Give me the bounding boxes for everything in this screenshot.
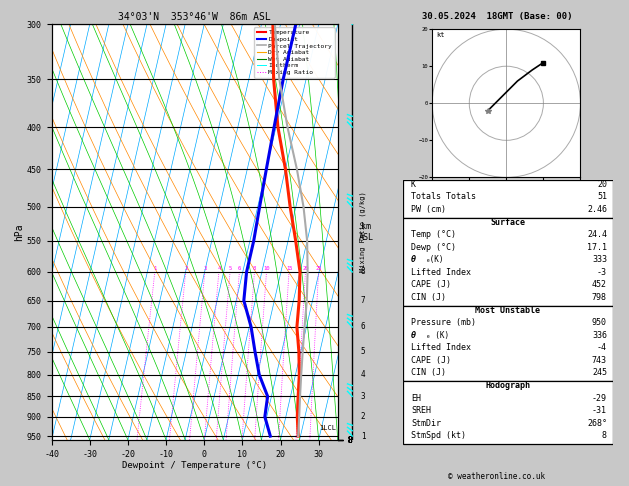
- Text: StmDir: StmDir: [411, 419, 441, 428]
- Text: 24.4: 24.4: [587, 230, 607, 239]
- Text: 1: 1: [361, 432, 365, 441]
- Text: 51: 51: [597, 192, 607, 201]
- Text: 8: 8: [361, 267, 365, 277]
- Text: ₑ (K): ₑ (K): [426, 330, 449, 340]
- Text: -3: -3: [597, 268, 607, 277]
- Text: 4: 4: [361, 370, 365, 379]
- Text: 743: 743: [592, 356, 607, 365]
- Text: PW (cm): PW (cm): [411, 205, 446, 214]
- Text: StmSpd (kt): StmSpd (kt): [411, 431, 466, 440]
- Bar: [403, 218, 613, 306]
- Text: Hodograph: Hodograph: [486, 381, 530, 390]
- Text: 20: 20: [597, 180, 607, 189]
- Text: 20: 20: [303, 266, 309, 271]
- Text: Temp (°C): Temp (°C): [411, 230, 456, 239]
- Text: 30.05.2024  18GMT (Base: 00): 30.05.2024 18GMT (Base: 00): [421, 12, 572, 21]
- Text: 245: 245: [592, 368, 607, 378]
- Text: Dewp (°C): Dewp (°C): [411, 243, 456, 252]
- Text: 3: 3: [203, 266, 206, 271]
- Text: 333: 333: [592, 255, 607, 264]
- Text: 5: 5: [361, 347, 365, 356]
- Text: 7: 7: [361, 296, 365, 305]
- Text: 3: 3: [361, 392, 365, 401]
- Text: 8: 8: [602, 431, 607, 440]
- Text: CAPE (J): CAPE (J): [411, 356, 451, 365]
- Text: 10: 10: [264, 266, 270, 271]
- Text: 8: 8: [253, 266, 256, 271]
- Bar: [403, 180, 613, 218]
- Text: θ: θ: [411, 330, 416, 340]
- X-axis label: Dewpoint / Temperature (°C): Dewpoint / Temperature (°C): [122, 461, 267, 470]
- Text: 2.46: 2.46: [587, 205, 607, 214]
- Text: 1LCL: 1LCL: [320, 425, 337, 432]
- Title: 34°03'N  353°46'W  86m ASL: 34°03'N 353°46'W 86m ASL: [118, 12, 271, 22]
- Text: K: K: [411, 180, 416, 189]
- Bar: [403, 381, 613, 444]
- Text: CIN (J): CIN (J): [411, 368, 446, 378]
- Text: 4: 4: [218, 266, 221, 271]
- Y-axis label: hPa: hPa: [14, 223, 24, 241]
- Text: 5: 5: [228, 266, 232, 271]
- Text: 15: 15: [286, 266, 292, 271]
- Text: Most Unstable: Most Unstable: [476, 306, 540, 314]
- Text: 6: 6: [361, 323, 365, 331]
- Legend: Temperature, Dewpoint, Parcel Trajectory, Dry Adiabat, Wet Adiabat, Isotherm, Mi: Temperature, Dewpoint, Parcel Trajectory…: [254, 27, 335, 78]
- Text: 25: 25: [315, 266, 322, 271]
- Text: 1: 1: [153, 266, 157, 271]
- Text: θ: θ: [411, 255, 416, 264]
- Text: 6: 6: [238, 266, 241, 271]
- Text: Lifted Index: Lifted Index: [411, 268, 471, 277]
- Text: Pressure (mb): Pressure (mb): [411, 318, 476, 327]
- Text: 798: 798: [592, 293, 607, 302]
- Text: CIN (J): CIN (J): [411, 293, 446, 302]
- Bar: [403, 306, 613, 381]
- Text: -4: -4: [597, 343, 607, 352]
- Text: Surface: Surface: [491, 218, 525, 226]
- Text: EH: EH: [411, 394, 421, 402]
- Text: -29: -29: [592, 394, 607, 402]
- Text: Lifted Index: Lifted Index: [411, 343, 471, 352]
- Text: kt: kt: [436, 32, 445, 37]
- Text: © weatheronline.co.uk: © weatheronline.co.uk: [448, 472, 545, 481]
- Text: 452: 452: [592, 280, 607, 289]
- Text: 950: 950: [592, 318, 607, 327]
- Text: Totals Totals: Totals Totals: [411, 192, 476, 201]
- Text: 2: 2: [184, 266, 187, 271]
- Text: CAPE (J): CAPE (J): [411, 280, 451, 289]
- Text: 17.1: 17.1: [587, 243, 607, 252]
- Y-axis label: km
ASL: km ASL: [359, 223, 374, 242]
- Text: -31: -31: [592, 406, 607, 415]
- Text: SREH: SREH: [411, 406, 431, 415]
- Text: 336: 336: [592, 330, 607, 340]
- Text: Mixing Ratio (g/kg): Mixing Ratio (g/kg): [360, 191, 367, 273]
- Text: 268°: 268°: [587, 419, 607, 428]
- Text: 2: 2: [361, 412, 365, 421]
- Text: ₑ(K): ₑ(K): [426, 255, 444, 264]
